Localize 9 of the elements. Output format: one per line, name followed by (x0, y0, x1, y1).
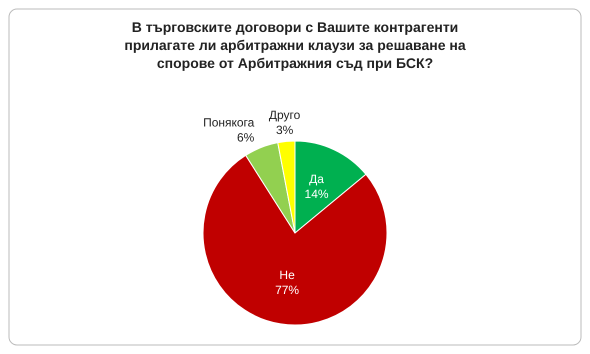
data-label: 3% (276, 123, 294, 138)
slice-label: Друго (268, 108, 301, 122)
data-label: 77% (275, 282, 300, 297)
chart-title: В търговските договори с Вашите контрагенти прилагате ли арбитражни клаузи за решаване на спорове от Арбитражния съд при БСК? (124, 19, 466, 71)
data-label: 6% (237, 130, 255, 144)
slice-label: Да (309, 172, 324, 186)
slice-label: Понякога (203, 115, 255, 130)
slice-label: Не (279, 268, 296, 282)
data-label: 14% (304, 187, 329, 202)
